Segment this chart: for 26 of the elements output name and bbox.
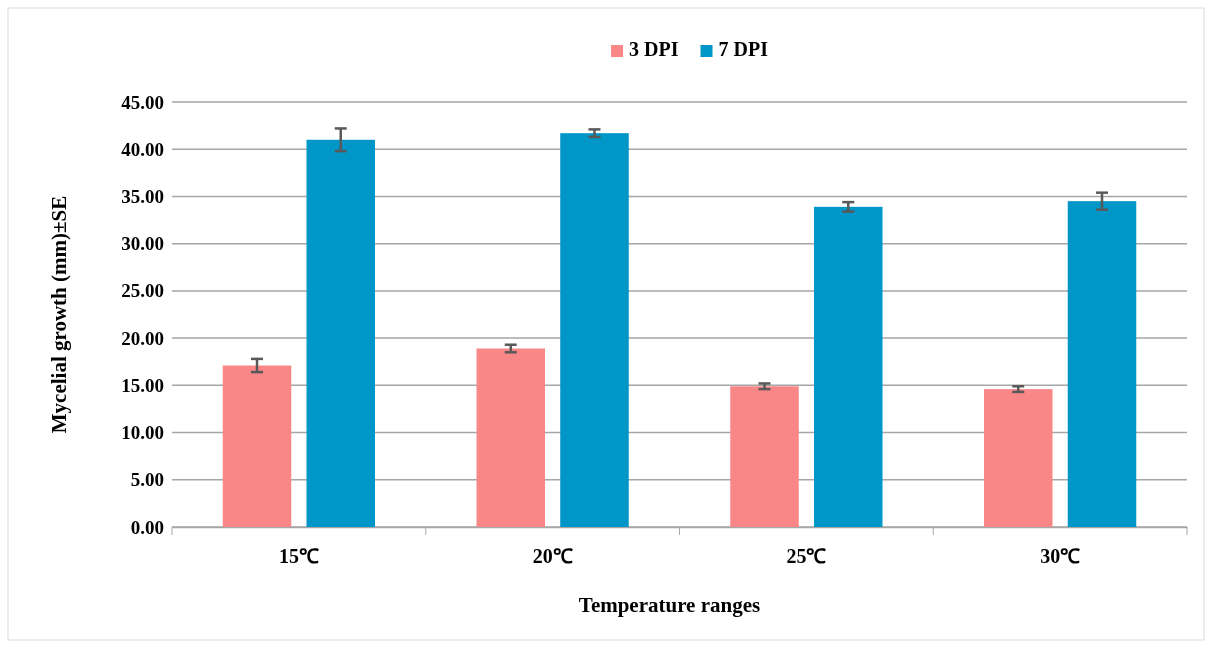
y-tick-label: 20.00 [121, 327, 164, 349]
y-axis-title: Mycelial growth (mm)±SE [47, 195, 71, 434]
y-tick-label: 40.00 [121, 138, 164, 160]
y-tick-label: 5.00 [130, 469, 164, 491]
bar [730, 386, 799, 527]
y-tick-label: 25.00 [121, 280, 164, 302]
legend-label: 3 DPI [629, 38, 679, 60]
bar [476, 348, 546, 527]
x-tick-label: 25℃ [786, 545, 827, 568]
y-tick-label: 30.00 [121, 233, 164, 255]
y-tick-label: 10.00 [121, 422, 164, 444]
y-tick-label: 45.00 [121, 91, 164, 113]
x-axis-title: Temperature ranges [578, 593, 761, 617]
y-tick-label: 0.00 [130, 516, 164, 538]
bar [984, 389, 1053, 527]
y-tick-label: 15.00 [121, 374, 164, 396]
y-tick-label: 35.00 [121, 186, 164, 208]
bar [1067, 201, 1137, 527]
x-tick-label: 15℃ [278, 545, 319, 568]
bar [222, 365, 292, 527]
bar [306, 139, 375, 527]
x-tick-label: 30℃ [1040, 545, 1081, 568]
bar [560, 133, 629, 527]
legend-label: 7 DPI [718, 38, 769, 60]
bar [813, 206, 883, 527]
x-tick-label: 20℃ [532, 545, 573, 568]
